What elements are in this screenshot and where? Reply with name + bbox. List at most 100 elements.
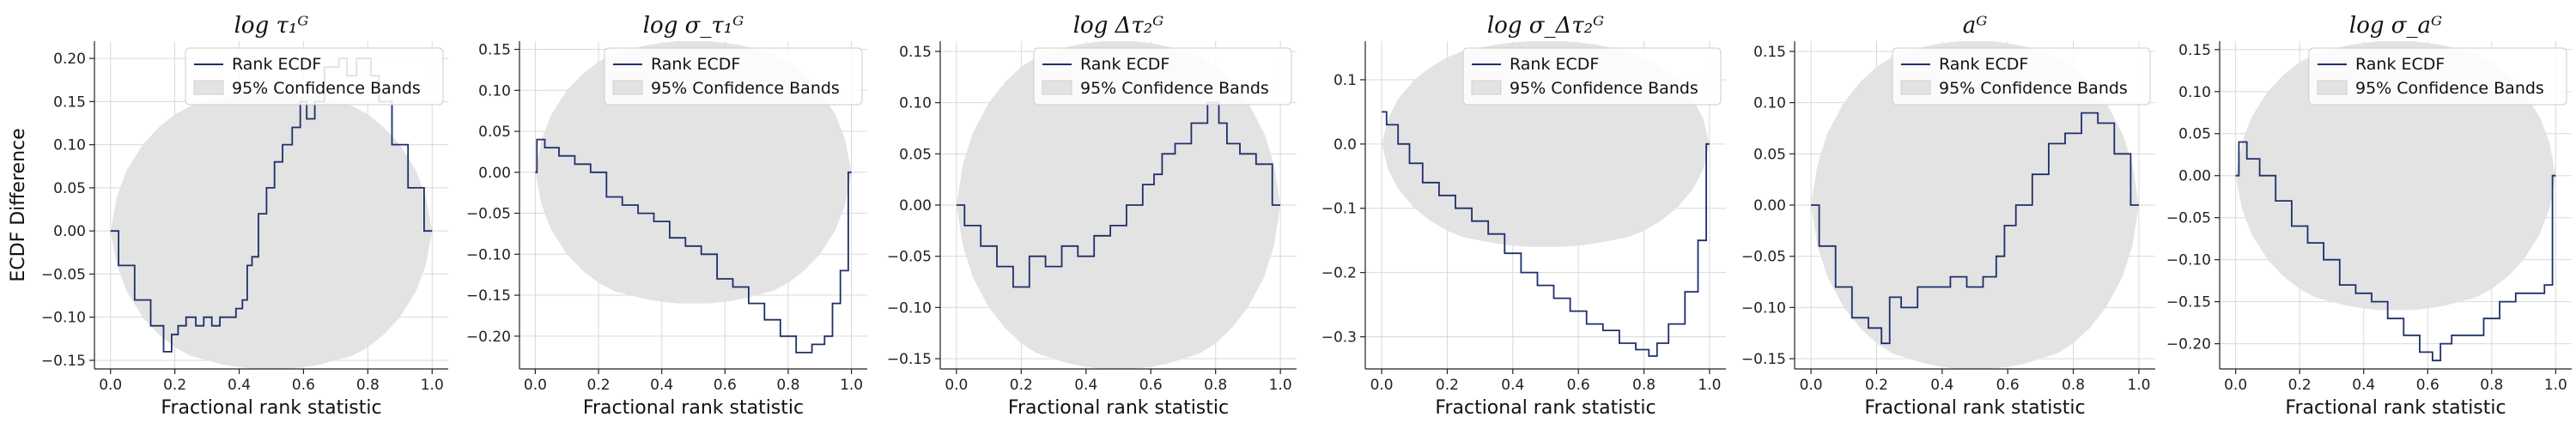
x-tick-label: 0.4 <box>2352 377 2375 394</box>
x-tick-label: 0.4 <box>650 377 673 394</box>
x-tick-label: 0.8 <box>1632 377 1656 394</box>
chart-panel-1: 0.0 0.2 0.4 0.6 0.8 1.0 −0.15 −0.10 −0.05 0.00 0.0… <box>8 13 448 419</box>
x-tick-label: 0.0 <box>945 377 968 394</box>
y-tick-label: 0.00 <box>53 223 86 240</box>
x-tick-label: 0.4 <box>1074 377 1097 394</box>
y-tick-label: −0.15 <box>2166 294 2211 311</box>
y-tick-label: 0.10 <box>478 82 511 100</box>
y-tick-label: 0.0 <box>1334 136 1357 154</box>
y-axis-label: ECDF Difference <box>8 128 29 281</box>
legend-band-swatch <box>1042 80 1072 95</box>
x-tick-label: 0.8 <box>2062 377 2085 394</box>
y-tick-label: 0.05 <box>2178 126 2211 143</box>
x-tick-label: 0.2 <box>1010 377 1033 394</box>
y-tick-label: −0.20 <box>466 329 511 346</box>
x-tick-label: 1.0 <box>840 377 863 394</box>
x-tick-label: 0.6 <box>1996 377 2020 394</box>
x-tick-label: 0.6 <box>1139 377 1163 394</box>
x-tick-label: 0.4 <box>1930 377 1953 394</box>
legend-band-swatch <box>193 80 224 95</box>
legend-box <box>2308 47 2567 106</box>
legend: Rank ECDF 95% Confidence Bands <box>604 47 863 106</box>
legend-label: 95% Confidence Bands <box>1510 79 1698 98</box>
legend-band-swatch <box>1471 80 1502 95</box>
legend-label: Rank ECDF <box>1080 55 1170 74</box>
x-tick-label: 1.0 <box>1269 377 1292 394</box>
y-tick-label: 0.15 <box>899 44 932 61</box>
legend-label: Rank ECDF <box>1510 55 1599 74</box>
y-tick-label: −0.05 <box>2166 210 2211 227</box>
legend: Rank ECDF 95% Confidence Bands <box>1892 47 2151 106</box>
x-tick-label: 0.0 <box>524 377 547 394</box>
y-tick-label: −0.05 <box>41 266 86 283</box>
y-tick-label: −0.10 <box>887 299 932 317</box>
legend-band-swatch <box>2317 80 2348 95</box>
chart-panel-5: 0.0 0.2 0.4 0.6 0.8 1.0 −0.15 −0.10 −0.05 0.00 0.0… <box>1741 13 2155 419</box>
y-tick-label: −0.05 <box>466 206 511 223</box>
legend: Rank ECDF 95% Confidence Bands <box>1462 47 1722 106</box>
x-tick-label: 1.0 <box>1698 377 1721 394</box>
chart-title: aᴳ <box>1963 13 1988 39</box>
x-tick-label: 1.0 <box>421 377 444 394</box>
y-tick-label: −0.15 <box>887 351 932 368</box>
chart-title: log τ₁ᴳ <box>234 13 309 39</box>
x-tick-label: 0.0 <box>1370 377 1394 394</box>
legend-label: 95% Confidence Bands <box>1939 79 2128 98</box>
x-tick-label: 0.2 <box>2288 377 2312 394</box>
legend-box <box>185 47 444 106</box>
y-tick-label: −0.05 <box>1741 249 1786 266</box>
y-tick-label: 0.20 <box>53 51 86 68</box>
y-tick-label: 0.00 <box>899 197 932 214</box>
y-tick-label: 0.10 <box>2178 84 2211 101</box>
x-axis-label: Fractional rank statistic <box>161 397 381 419</box>
x-tick-label: 0.4 <box>1501 377 1524 394</box>
chart-panel-3: 0.0 0.2 0.4 0.6 0.8 1.0 −0.15 −0.10 −0.05 0.00 0.0… <box>887 13 1297 419</box>
chart-title: log σ_aᴳ <box>2349 13 2442 39</box>
legend: Rank ECDF 95% Confidence Bands <box>2308 47 2567 106</box>
y-tick-label: 0.10 <box>899 95 932 112</box>
legend-box <box>1892 47 2151 106</box>
x-tick-label: 0.6 <box>2416 377 2439 394</box>
x-axis-label: Fractional rank statistic <box>2285 397 2506 419</box>
chart-title: log Δτ₂ᴳ <box>1073 13 1164 39</box>
legend-label: Rank ECDF <box>1939 55 2028 74</box>
x-tick-label: 0.8 <box>356 377 380 394</box>
y-tick-label: 0.1 <box>1334 72 1357 89</box>
ecdf-line <box>2235 141 2556 362</box>
x-tick-label: 0.8 <box>1204 377 1227 394</box>
y-tick-label: −0.10 <box>1741 299 1786 317</box>
y-tick-label: 0.00 <box>1753 197 1786 214</box>
y-tick-label: 0.05 <box>899 146 932 163</box>
x-tick-label: 0.8 <box>776 377 799 394</box>
y-tick-label: 0.10 <box>1753 95 1786 112</box>
confidence-band <box>110 93 433 370</box>
legend-box <box>604 47 863 106</box>
y-tick-label: −0.1 <box>1321 201 1357 218</box>
y-tick-label: −0.05 <box>887 249 932 266</box>
chart-panel-6: 0.0 0.2 0.4 0.6 0.8 1.0 −0.20 −0.15 −0.10 −0.05 0.… <box>2166 13 2572 419</box>
x-tick-label: 0.0 <box>1800 377 1823 394</box>
y-tick-label: 0.05 <box>478 124 511 141</box>
chart-title: log σ_Δτ₂ᴳ <box>1487 13 1604 39</box>
y-tick-label: 0.10 <box>53 137 86 154</box>
x-tick-label: 0.6 <box>292 377 315 394</box>
x-tick-label: 0.6 <box>714 377 737 394</box>
legend-band-swatch <box>612 80 643 95</box>
legend-label: Rank ECDF <box>2355 55 2445 74</box>
y-tick-label: 0.15 <box>478 42 511 59</box>
y-tick-label: 0.15 <box>53 94 86 111</box>
y-tick-label: 0.05 <box>1753 146 1786 163</box>
y-tick-label: −0.15 <box>1741 351 1786 368</box>
y-tick-label: −0.3 <box>1321 329 1357 347</box>
legend-box <box>1462 47 1722 106</box>
x-axis-label: Fractional rank statistic <box>583 397 804 419</box>
y-tick-label: −0.20 <box>2166 336 2211 353</box>
x-tick-label: 0.6 <box>1567 377 1590 394</box>
legend-box <box>1033 47 1292 106</box>
chart-panel-4: 0.0 0.2 0.4 0.6 0.8 1.0 −0.3 −0.2 −0.1 0.0 0.1 Frac… <box>1321 13 1726 419</box>
y-tick-label: 0.05 <box>53 180 86 197</box>
legend-label: 95% Confidence Bands <box>232 79 421 98</box>
ecdf-line <box>1811 112 2139 345</box>
x-tick-label: 1.0 <box>2127 377 2150 394</box>
